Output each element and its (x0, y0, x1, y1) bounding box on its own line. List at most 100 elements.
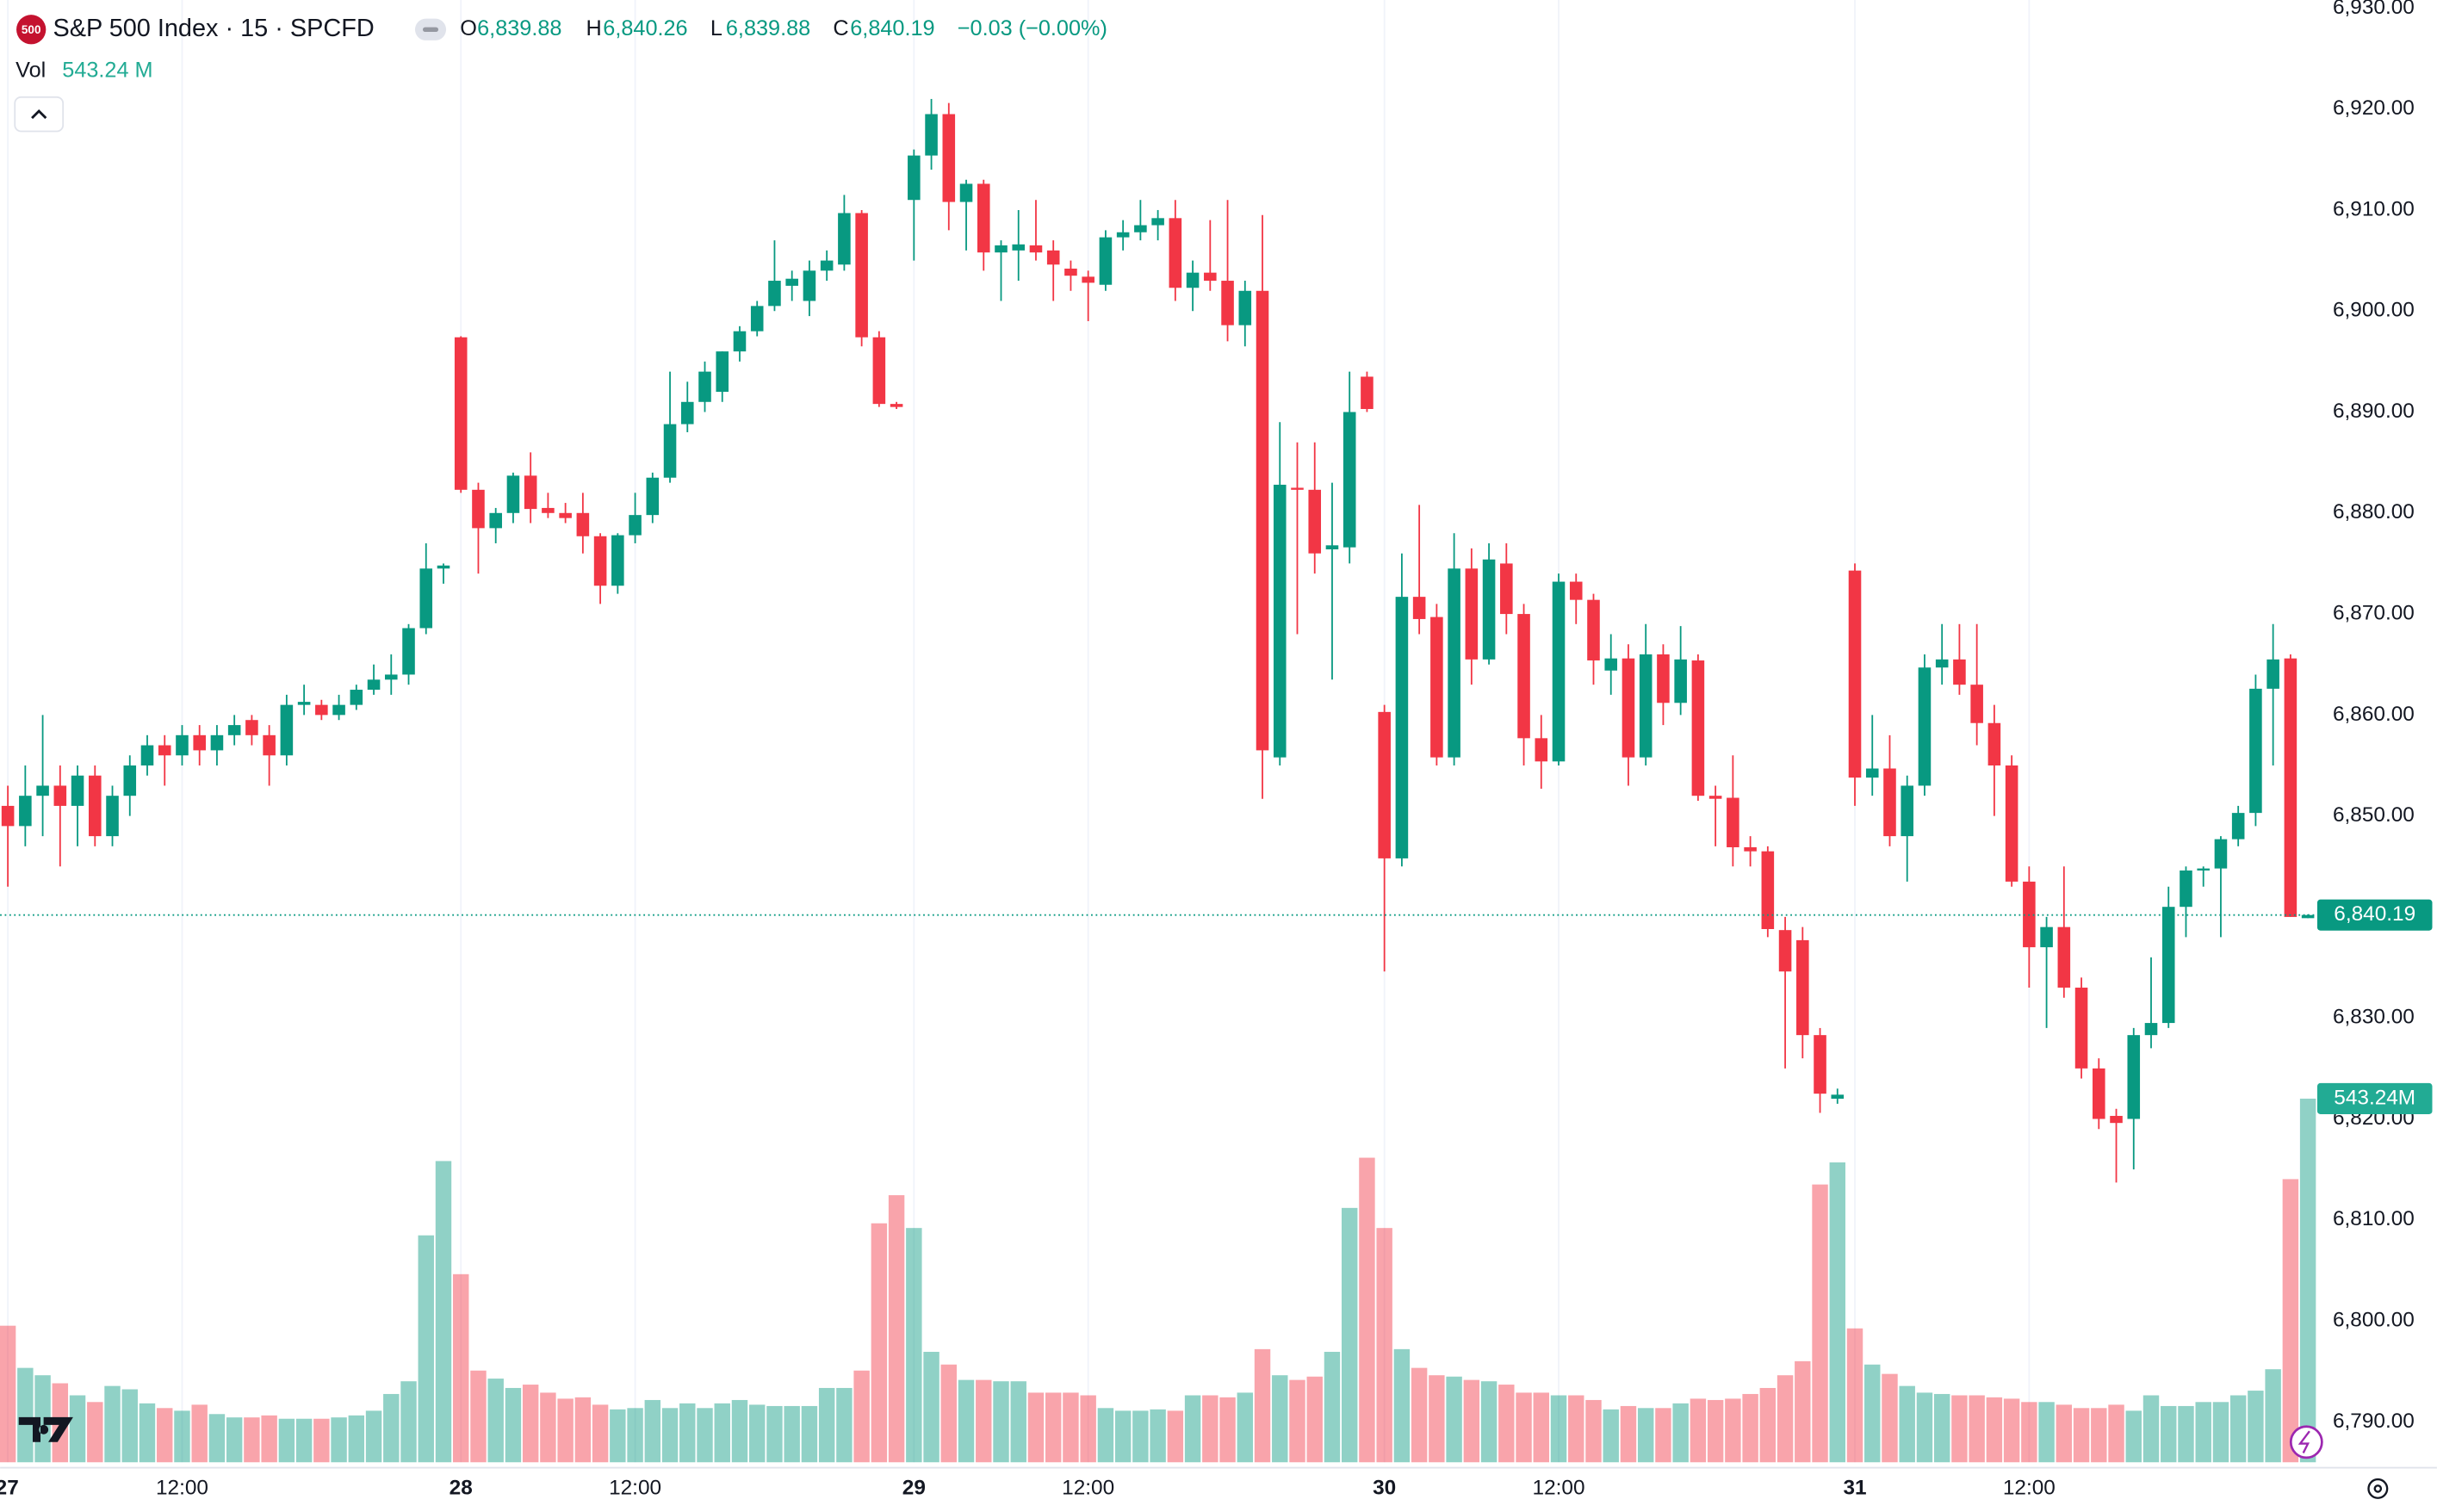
candle-body (1814, 1035, 1826, 1094)
candle-body (1569, 581, 1583, 600)
volume-bar (191, 1404, 208, 1463)
volume-key: Vol (16, 59, 46, 83)
volume-bar (121, 1389, 138, 1463)
candle-body (1535, 738, 1548, 762)
market-status-dash (422, 27, 439, 32)
open-key: O (460, 16, 477, 40)
candle-body (158, 745, 171, 756)
volume-bar (2038, 1402, 2055, 1463)
volume-bar (1655, 1408, 1671, 1463)
candle-body (524, 475, 537, 510)
x-tick-label: 12:00 (156, 1476, 208, 1499)
candle-body (176, 734, 189, 756)
candle-body (1848, 570, 1862, 778)
symbol-title[interactable]: S&P 500 Index · 15 · SPCFD (53, 15, 374, 42)
candle-body (1116, 232, 1130, 238)
candle-body (559, 512, 572, 518)
candle-body (680, 401, 694, 424)
volume-bar (2178, 1405, 2194, 1463)
candle-body (1552, 581, 1566, 762)
candle-body (2127, 1035, 2141, 1119)
candle-body (1169, 218, 1182, 288)
volume-bar (1637, 1408, 1654, 1463)
volume-bar (540, 1392, 556, 1463)
volume-bar (2125, 1410, 2142, 1463)
candle-body (2144, 1023, 2158, 1036)
candle-body (36, 785, 49, 796)
logo[interactable] (18, 1416, 73, 1442)
volume-bar (1986, 1397, 2003, 1463)
volume-bar (1899, 1385, 1915, 1463)
change-value: −0.03 (−0.00%) (958, 16, 1107, 40)
volume-bar (1463, 1379, 1480, 1463)
volume-bar (871, 1223, 888, 1463)
volume-bar (1376, 1228, 1392, 1463)
volume-bar (1359, 1157, 1375, 1463)
candle-body (419, 568, 433, 629)
candle-body (593, 536, 607, 586)
candle-body (750, 306, 764, 332)
alert-icon[interactable] (2289, 1425, 2323, 1459)
candle-body (1935, 659, 1949, 668)
candle-body (2197, 868, 2210, 871)
volume-bar (1795, 1360, 1811, 1463)
candle-body (1412, 597, 1426, 619)
volume-bar (2212, 1402, 2229, 1463)
volume-bar (714, 1403, 730, 1463)
x-tick-label: 28 (450, 1476, 473, 1499)
x-tick-label: 12:00 (2003, 1476, 2056, 1499)
volume-bar (2003, 1398, 2020, 1463)
candle-body (2249, 688, 2262, 814)
candle-body (576, 512, 590, 536)
legend-header: 500 S&P 500 Index · 15 · SPCFD O 6,839.8… (14, 15, 2389, 1499)
candle-body (1291, 487, 1304, 490)
candle-body (2040, 926, 2053, 948)
candle-body (245, 720, 258, 735)
volume-bar (1393, 1348, 1411, 1463)
volume-bar (261, 1415, 277, 1463)
volume-bar (278, 1418, 295, 1463)
candle-body (489, 512, 502, 529)
volume-bar (2299, 1098, 2316, 1463)
volume-bar (69, 1395, 86, 1463)
candle-body (1325, 545, 1339, 550)
volume-bar (1933, 1393, 1950, 1463)
candle-body (1099, 237, 1113, 285)
volume-bar (1306, 1376, 1323, 1463)
volume-bar (104, 1385, 121, 1463)
volume-bar (1951, 1395, 1968, 1463)
x-tick-label: 31 (1843, 1476, 1866, 1499)
volume-bar (1097, 1408, 1114, 1463)
candle-body (1082, 276, 1094, 283)
candle-body (1, 805, 15, 827)
candle-body (402, 628, 415, 675)
volume-bar (958, 1379, 975, 1463)
volume-bar (644, 1399, 661, 1463)
y-tick-label: 6,880.00 (2333, 500, 2415, 524)
candle-body (106, 796, 119, 837)
volume-bar (2282, 1179, 2299, 1463)
volume-bar (87, 1402, 103, 1463)
candle-body (663, 424, 677, 478)
candle-body (542, 507, 555, 513)
candle-body (716, 351, 729, 393)
volume-label: 543.24M (2334, 1086, 2415, 1109)
volume-bar (818, 1387, 835, 1463)
volume-bar (418, 1235, 434, 1463)
collapse-button[interactable] (14, 96, 65, 133)
high-value: 6,840.26 (603, 16, 687, 40)
candle-body (350, 690, 363, 705)
x-tick-label: 27 (0, 1476, 19, 1499)
settings-icon[interactable] (2367, 1478, 2389, 1499)
volume-bar (470, 1370, 487, 1463)
volume-bar (2056, 1404, 2073, 1463)
volume-bar (1114, 1410, 1132, 1463)
candle-body (1378, 711, 1391, 858)
alert-icon-bolt (2297, 1430, 2310, 1453)
candle-body (1901, 785, 1913, 837)
volume-bar (1446, 1376, 1462, 1463)
candle-body (210, 734, 224, 751)
volume-bar (313, 1418, 330, 1463)
y-tick-label: 6,920.00 (2333, 96, 2415, 120)
volume-bar (1272, 1375, 1288, 1463)
